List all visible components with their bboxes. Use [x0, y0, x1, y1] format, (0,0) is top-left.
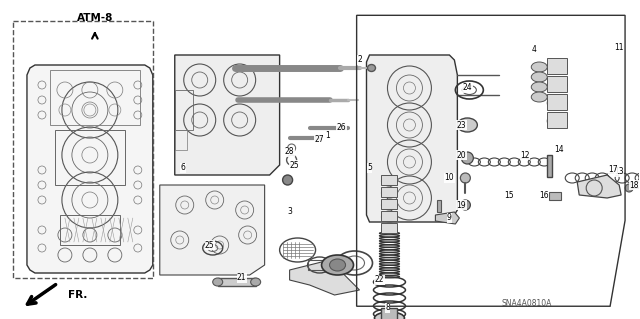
Bar	[381, 187, 397, 197]
Circle shape	[460, 173, 470, 183]
Polygon shape	[290, 260, 360, 295]
Text: 5: 5	[367, 164, 372, 173]
Bar	[60, 215, 120, 245]
Circle shape	[461, 152, 474, 164]
Ellipse shape	[381, 188, 397, 198]
Ellipse shape	[547, 97, 567, 109]
Text: 22: 22	[375, 276, 384, 285]
Text: 23: 23	[456, 121, 466, 130]
Bar	[13, 21, 154, 278]
Polygon shape	[160, 185, 264, 275]
Bar	[547, 94, 567, 110]
Bar	[549, 192, 561, 200]
Text: 21: 21	[237, 273, 246, 283]
Ellipse shape	[367, 64, 376, 71]
Bar	[381, 223, 397, 233]
Text: 25: 25	[205, 241, 214, 249]
Ellipse shape	[330, 259, 346, 271]
Ellipse shape	[547, 61, 567, 73]
Ellipse shape	[381, 224, 397, 234]
Text: 14: 14	[554, 145, 564, 154]
Bar	[547, 76, 567, 92]
Text: 24: 24	[463, 84, 472, 93]
Ellipse shape	[531, 82, 547, 92]
Ellipse shape	[251, 278, 260, 286]
Text: 8: 8	[385, 303, 390, 313]
Ellipse shape	[321, 255, 353, 275]
Polygon shape	[367, 55, 458, 222]
Polygon shape	[435, 212, 460, 224]
Text: 16: 16	[540, 190, 549, 199]
Bar	[381, 175, 397, 185]
Bar	[547, 58, 567, 74]
Circle shape	[625, 184, 633, 192]
Circle shape	[283, 175, 292, 185]
Bar	[175, 130, 187, 150]
Bar	[547, 155, 552, 177]
Ellipse shape	[374, 312, 404, 319]
Text: 12: 12	[520, 151, 530, 160]
Bar	[308, 260, 332, 270]
Bar	[218, 278, 255, 286]
Text: 6: 6	[180, 164, 185, 173]
Text: 3: 3	[287, 207, 292, 217]
Bar	[50, 70, 140, 125]
Circle shape	[460, 200, 470, 210]
Text: 10: 10	[445, 174, 454, 182]
Ellipse shape	[547, 79, 567, 91]
Text: 2: 2	[357, 56, 362, 64]
Polygon shape	[577, 175, 621, 198]
Text: SNA4A0810A: SNA4A0810A	[501, 299, 552, 308]
Text: 18: 18	[629, 181, 639, 189]
Bar	[381, 308, 397, 319]
Polygon shape	[27, 65, 153, 273]
Bar	[175, 90, 193, 130]
Text: 28: 28	[285, 147, 294, 157]
Ellipse shape	[212, 278, 223, 286]
Ellipse shape	[547, 115, 567, 127]
Ellipse shape	[458, 118, 477, 132]
Bar	[437, 200, 442, 212]
Text: 25: 25	[290, 160, 300, 169]
Ellipse shape	[381, 176, 397, 186]
Text: 26: 26	[337, 123, 346, 132]
Polygon shape	[175, 55, 280, 175]
Text: 17: 17	[609, 166, 618, 174]
Ellipse shape	[531, 62, 547, 72]
Text: 15: 15	[504, 190, 514, 199]
Bar	[381, 211, 397, 221]
Text: 9: 9	[447, 213, 452, 222]
Text: 4: 4	[532, 46, 537, 55]
Ellipse shape	[531, 72, 547, 82]
Text: 20: 20	[456, 151, 466, 160]
Text: 19: 19	[456, 201, 466, 210]
Text: ATM-8: ATM-8	[77, 13, 113, 23]
Bar	[547, 112, 567, 128]
Text: 1: 1	[325, 131, 330, 140]
Text: 11: 11	[614, 43, 624, 53]
Text: FR.: FR.	[68, 290, 87, 300]
Text: 13: 13	[614, 167, 624, 176]
Ellipse shape	[381, 212, 397, 222]
Text: 27: 27	[315, 136, 324, 145]
Bar	[381, 199, 397, 209]
Ellipse shape	[531, 92, 547, 102]
Bar	[55, 130, 125, 185]
Ellipse shape	[381, 200, 397, 210]
